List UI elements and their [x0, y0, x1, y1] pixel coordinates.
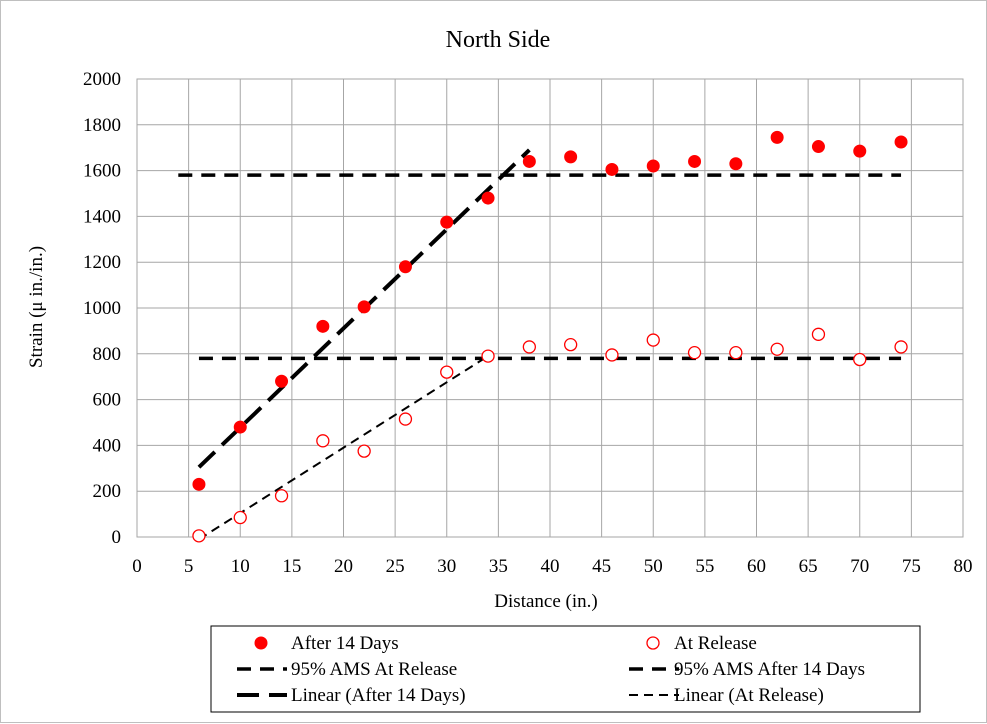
x-tick-label: 45	[592, 556, 611, 577]
after-14-days-point	[770, 130, 784, 144]
x-tick-label: 70	[850, 556, 869, 577]
at-release-point	[853, 352, 867, 367]
x-axis-title: Distance (in.)	[494, 591, 597, 612]
after-14-days-point	[811, 140, 825, 154]
after-14-days-point	[564, 150, 578, 164]
plot-border	[136, 78, 964, 538]
legend-label-linear-at-release: Linear (At Release)	[674, 685, 824, 706]
x-tick-label: 55	[695, 556, 714, 577]
x-tick-label: 75	[902, 556, 921, 577]
y-tick-label: 200	[93, 481, 122, 502]
x-tick-label: 20	[334, 556, 353, 577]
after-14-days-point	[357, 300, 371, 314]
after-14-days-point	[688, 154, 702, 168]
x-tick-label: 15	[282, 556, 301, 577]
y-tick-label: 1000	[83, 298, 121, 319]
x-tick-label: 80	[954, 556, 973, 577]
after-14-days-point	[729, 157, 743, 171]
series-points	[192, 130, 908, 543]
at-release-point	[316, 434, 330, 448]
at-release-point	[233, 510, 247, 525]
legend-label-at-release: At Release	[674, 633, 757, 654]
y-tick-label: 1800	[83, 115, 121, 136]
y-tick-label: 1400	[83, 206, 121, 227]
at-release-point	[481, 349, 495, 363]
x-tick-label: 40	[541, 556, 560, 577]
x-tick-labels: 0 5 10 15 20 25 30 35 40 45 50 55 60 65 70 75 80	[132, 556, 972, 577]
legend-label-95-ams-after-14-days: 95% AMS After 14 Days	[674, 659, 865, 680]
y-tick-label: 600	[93, 390, 122, 411]
plot-area	[136, 78, 964, 538]
after-14-days-point	[192, 477, 206, 491]
after-14-days-point	[605, 162, 619, 176]
at-release-point	[274, 489, 289, 503]
at-release-point	[770, 342, 784, 356]
at-release-point	[564, 337, 578, 352]
at-release-point	[605, 348, 619, 362]
at-release-point	[440, 365, 454, 379]
x-tick-label: 10	[231, 556, 250, 577]
x-tick-label: 0	[132, 556, 142, 577]
y-tick-label: 2000	[83, 69, 121, 90]
x-tick-label: 30	[437, 556, 456, 577]
y-tick-label: 400	[93, 435, 122, 456]
after-14-days-point	[275, 374, 289, 388]
at-release-point	[192, 529, 206, 543]
at-release-point	[729, 346, 743, 360]
legend-label-linear-after-14-days: Linear (After 14 Days)	[291, 685, 466, 706]
legend-label-95-ams-at-release: 95% AMS At Release	[291, 659, 457, 680]
legend: After 14 Days At Release 95% AMS At Releas…	[210, 625, 921, 713]
legend-box	[210, 625, 921, 713]
after-14-days-point	[894, 135, 908, 149]
at-release-point	[811, 327, 826, 341]
x-tick-label: 60	[747, 556, 766, 577]
grid-lines	[136, 78, 964, 538]
chart-title: North Side	[446, 27, 551, 53]
after-14-days-point	[481, 191, 495, 205]
y-axis-title: Strain (μ in./in.)	[26, 246, 47, 368]
legend-marker-at-release	[646, 636, 660, 650]
after-14-days-point	[646, 159, 660, 173]
after-14-days-point	[522, 154, 536, 168]
series-line-linear-at-release	[198, 355, 489, 541]
after-14-days-point	[398, 260, 412, 274]
at-release-point	[894, 340, 908, 354]
x-tick-label: 35	[489, 556, 508, 577]
after-14-days-point	[233, 420, 247, 434]
after-14-days-point	[316, 319, 330, 333]
at-release-point	[522, 340, 536, 354]
legend-marker-after-14-days	[254, 636, 268, 650]
y-tick-label: 1200	[83, 252, 121, 273]
series-lines	[178, 148, 902, 541]
y-tick-labels: 0 200 400 600 800 1000 1200 1400 1600 1800 2000	[83, 69, 121, 548]
at-release-point	[646, 333, 660, 347]
x-tick-label: 50	[644, 556, 663, 577]
y-tick-label: 1600	[83, 161, 121, 182]
after-14-days-point	[440, 215, 454, 229]
at-release-point	[357, 444, 371, 458]
x-tick-label: 5	[184, 556, 194, 577]
after-14-days-point	[853, 144, 867, 158]
legend-label-after-14-days: After 14 Days	[291, 633, 399, 654]
x-tick-label: 25	[386, 556, 405, 577]
y-tick-label: 0	[112, 527, 122, 548]
at-release-point	[398, 412, 413, 426]
at-release-point	[687, 346, 702, 360]
x-tick-label: 65	[799, 556, 818, 577]
y-tick-label: 800	[93, 344, 122, 365]
